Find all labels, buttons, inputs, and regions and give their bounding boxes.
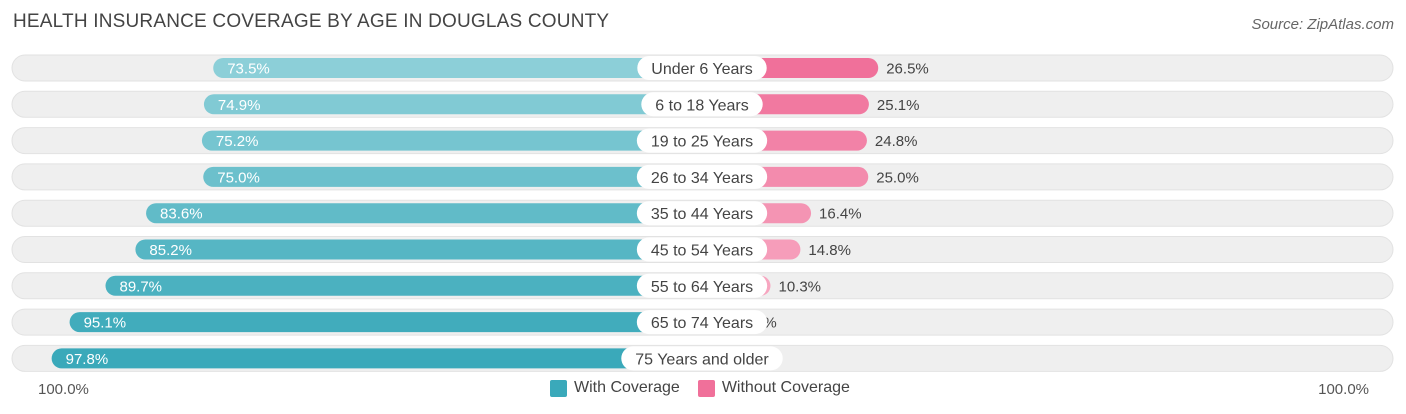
value-label-with-coverage: 73.5% xyxy=(227,61,270,78)
legend-label-with-coverage: With Coverage xyxy=(574,379,680,396)
category-pill xyxy=(641,92,763,117)
bar-with-coverage[interactable] xyxy=(105,275,703,296)
axis-left-label: 100.0% xyxy=(38,381,89,398)
value-label-with-coverage: 97.8% xyxy=(66,351,109,368)
source-label: Source: ZipAtlas.com xyxy=(1251,16,1394,33)
bar-row: 75.2% 24.8% 19 to 25 Years xyxy=(11,127,1394,155)
category-label: Under 6 Years xyxy=(651,61,752,78)
bar-with-coverage[interactable] xyxy=(135,239,703,260)
bar-with-coverage[interactable] xyxy=(69,312,702,333)
category-pill xyxy=(636,273,768,298)
category-label: 55 to 64 Years xyxy=(651,279,753,296)
category-label: 65 to 74 Years xyxy=(651,315,753,332)
bar-with-coverage[interactable] xyxy=(51,348,702,369)
category-label: 35 to 44 Years xyxy=(651,206,753,223)
value-label-with-coverage: 83.6% xyxy=(160,206,203,223)
category-pill xyxy=(636,201,768,226)
value-label-with-coverage: 95.1% xyxy=(84,315,127,332)
value-label-without-coverage: 24.8% xyxy=(875,133,918,150)
category-label: 19 to 25 Years xyxy=(651,134,753,151)
chart-area: 73.5% 26.5% Under 6 Years 74.9% 25.1% 6 to 18… xyxy=(11,54,1394,372)
bar-row: 95.1%4.9%65 to 74 Years xyxy=(11,308,1394,336)
bar-row: 97.8%2.3%75 Years and older xyxy=(11,344,1394,372)
bar-row: 85.2% 14.8% 45 to 54 Years xyxy=(11,236,1394,263)
bar-with-coverage[interactable] xyxy=(213,58,702,78)
bar-with-coverage[interactable] xyxy=(146,203,702,224)
bar-row: 83.6% 16.4% 35 to 44 Years xyxy=(11,199,1394,227)
bar-row: 74.9% 25.1% 6 to 18 Years xyxy=(11,90,1394,118)
legend-label-without-coverage: Without Coverage xyxy=(721,379,850,396)
value-label-with-coverage: 89.7% xyxy=(119,278,162,295)
bar-with-coverage[interactable] xyxy=(201,130,703,151)
category-pill xyxy=(637,56,767,80)
value-label-without-coverage: 25.0% xyxy=(876,169,919,186)
category-pill xyxy=(636,237,768,262)
legend: With Coverage Without Coverage xyxy=(550,379,850,397)
value-label-with-coverage: 85.2% xyxy=(149,242,192,259)
chart-title: HEALTH INSURANCE COVERAGE BY AGE IN DOUG… xyxy=(13,11,610,32)
value-label-with-coverage: 75.2% xyxy=(216,133,259,150)
bar-row: 75.0% 25.0% 26 to 34 Years xyxy=(11,163,1394,191)
legend-item-with-coverage[interactable]: With Coverage xyxy=(550,379,680,397)
category-pill xyxy=(636,128,768,153)
category-label: 45 to 54 Years xyxy=(651,243,753,260)
legend-swatch-with-coverage xyxy=(550,379,567,397)
axis-right-label: 100.0% xyxy=(1318,381,1369,398)
value-label-without-coverage: 10.3% xyxy=(778,278,821,295)
legend-swatch-without-coverage xyxy=(697,379,715,397)
value-label-with-coverage: 75.0% xyxy=(217,169,260,186)
value-label-without-coverage: 26.5% xyxy=(886,61,929,78)
value-label-without-coverage: 16.4% xyxy=(819,206,862,223)
legend-item-without-coverage[interactable]: Without Coverage xyxy=(697,379,850,397)
category-label: 26 to 34 Years xyxy=(651,170,753,187)
value-label-without-coverage: 25.1% xyxy=(877,97,920,114)
category-label: 6 to 18 Years xyxy=(655,97,748,114)
value-label-with-coverage: 74.9% xyxy=(218,97,261,114)
bar-with-coverage[interactable] xyxy=(203,166,702,187)
value-label-without-coverage: 14.8% xyxy=(808,242,851,259)
bar-row: 89.7% 10.3% 55 to 64 Years xyxy=(11,272,1394,300)
category-pill xyxy=(621,346,783,371)
category-pill xyxy=(636,164,768,189)
bar-with-coverage[interactable] xyxy=(203,94,703,115)
bar-row: 73.5% 26.5% Under 6 Years xyxy=(11,54,1394,82)
category-label: 75 Years and older xyxy=(635,351,769,368)
category-pill xyxy=(636,310,768,335)
